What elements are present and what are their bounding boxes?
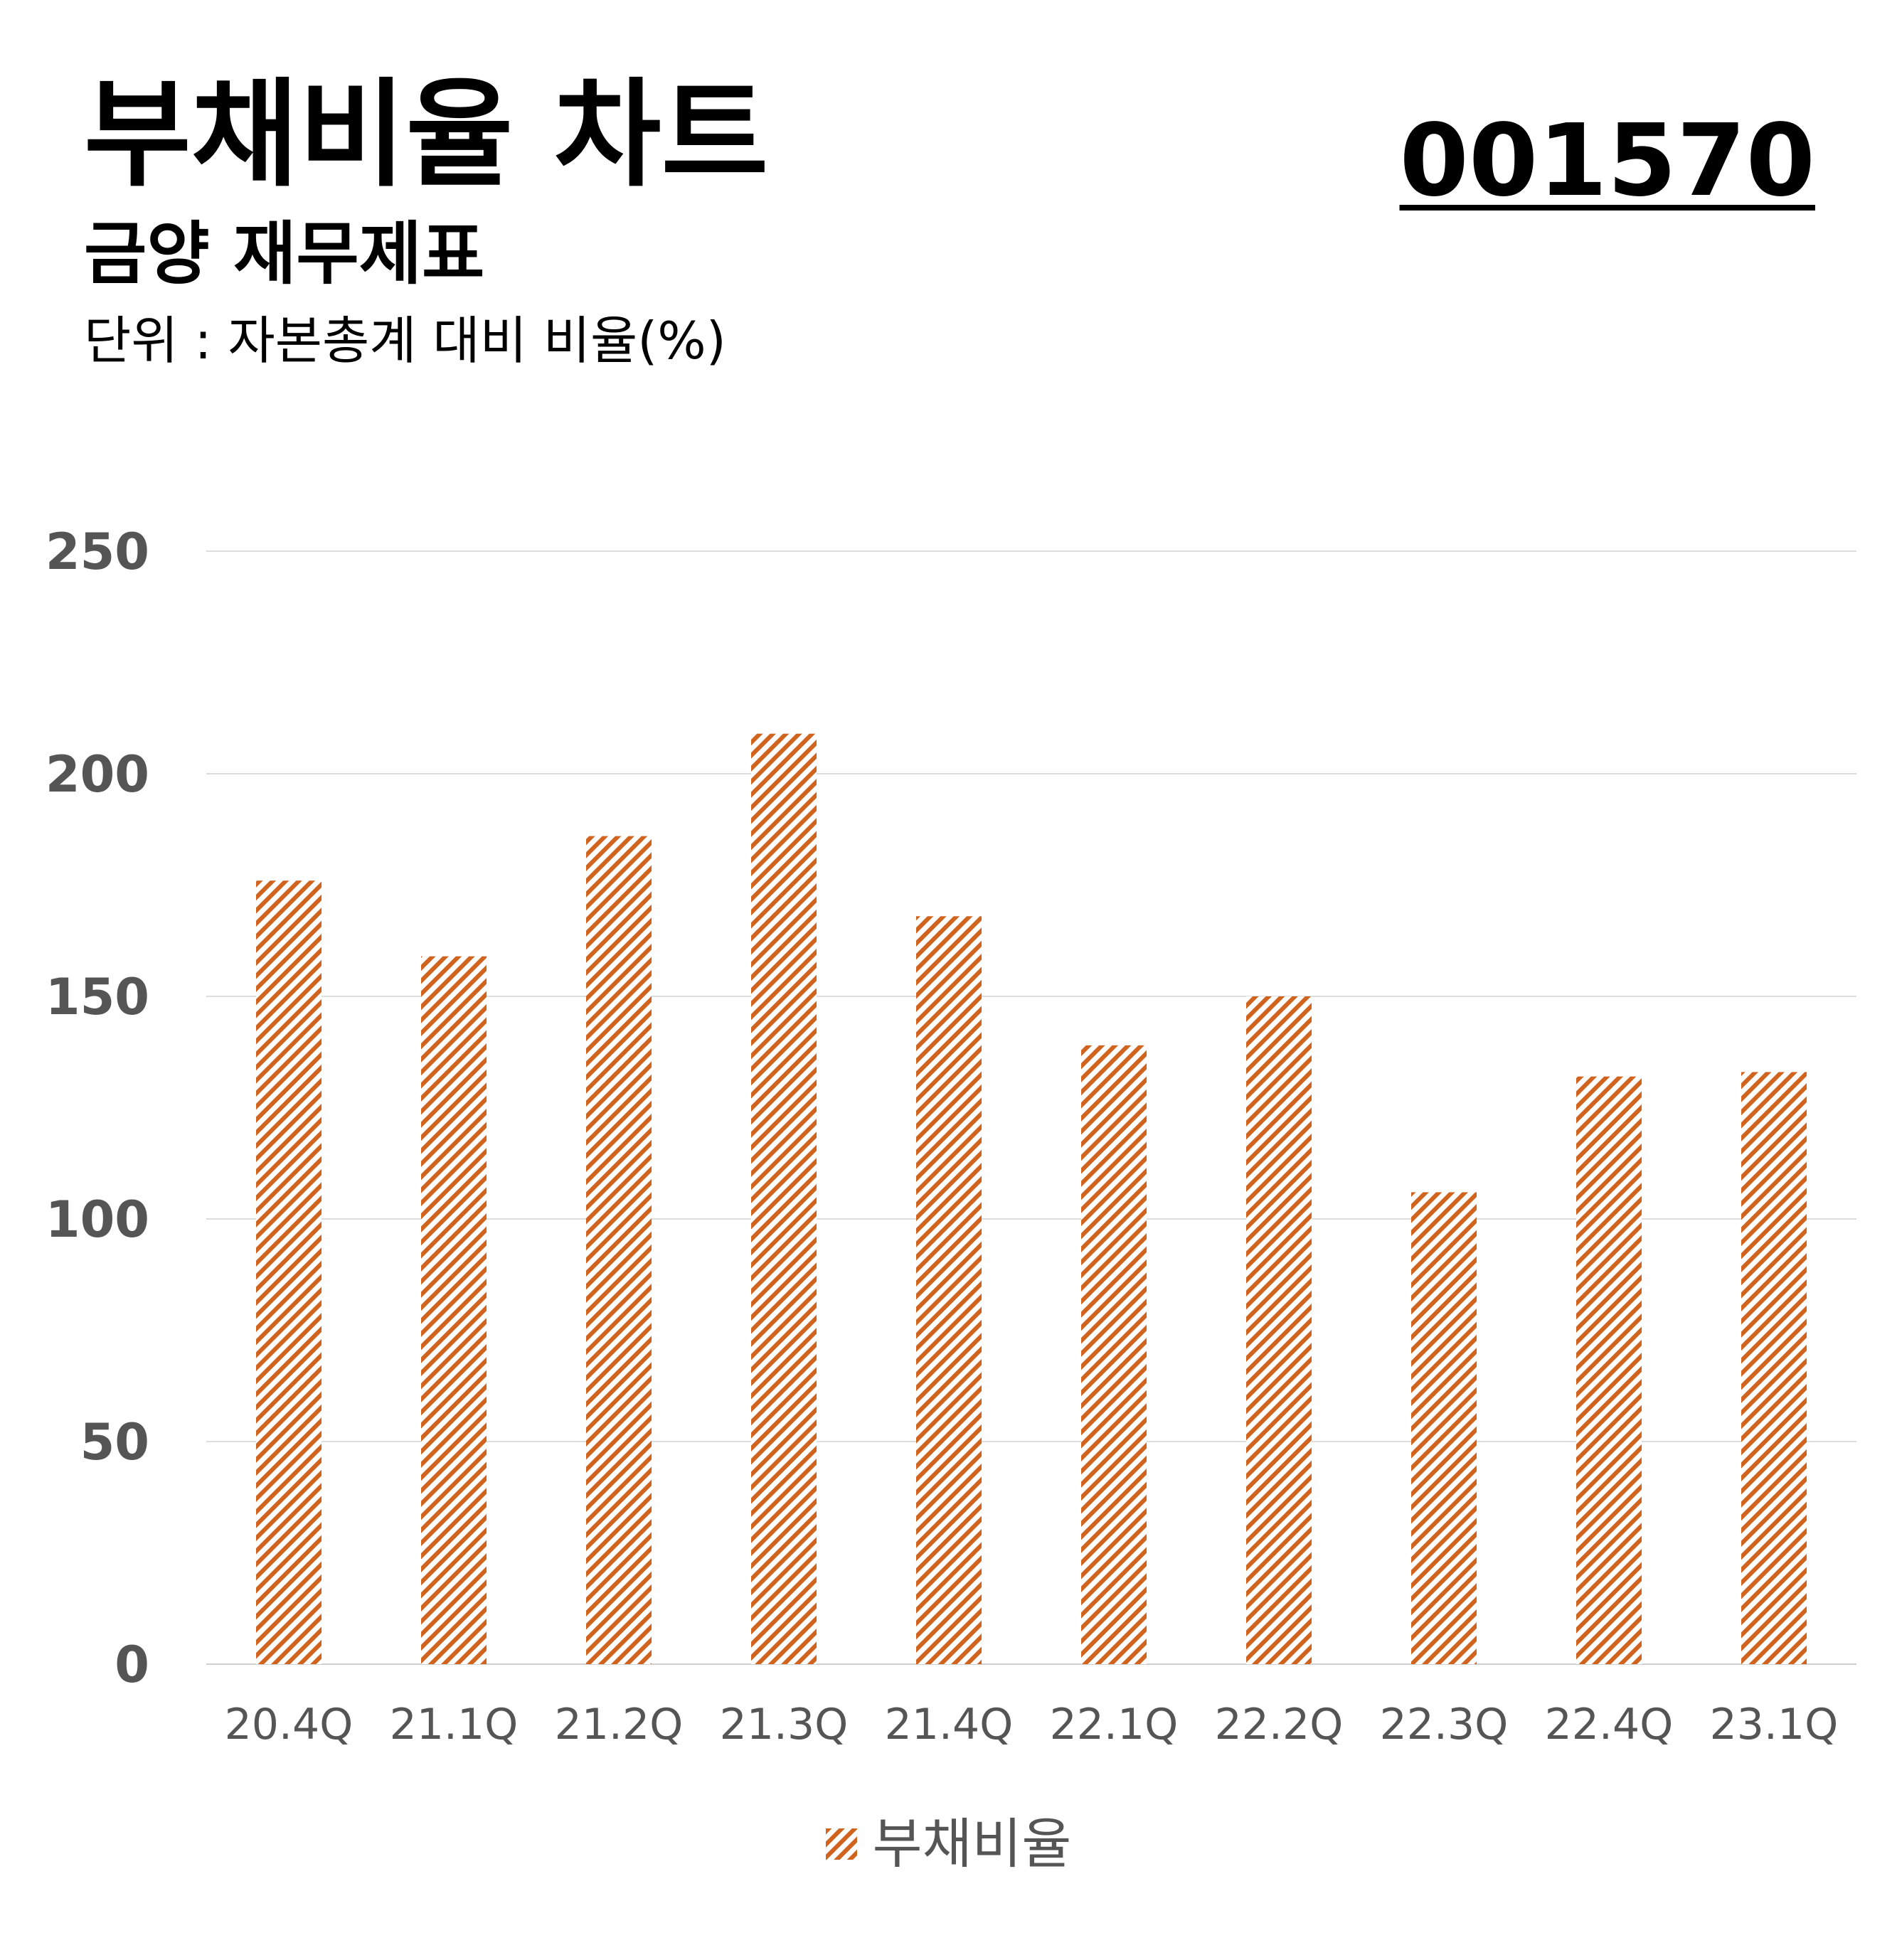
bar-22.4Q <box>1576 1076 1642 1664</box>
x-tick-label: 23.1Q <box>1710 1700 1839 1749</box>
unit-label: 단위 : 자본총계 대비 비율(%) <box>84 311 726 371</box>
page-title: 부채비율 차트 <box>84 67 769 203</box>
y-tick-label: 150 <box>46 968 149 1026</box>
y-tick-label: 200 <box>46 745 149 804</box>
bar-21.4Q <box>916 916 982 1664</box>
x-tick-label: 21.4Q <box>885 1700 1014 1749</box>
x-tick-label: 22.1Q <box>1050 1700 1179 1749</box>
x-tick-label: 20.4Q <box>225 1700 354 1749</box>
y-tick-label: 50 <box>80 1413 149 1471</box>
bar-21.1Q <box>421 956 487 1664</box>
bar-chart: 0 50 100 150 200 250 20.4Q 21.1Q 21.2Q 21.3Q 21.4… <box>46 523 1856 1749</box>
bar-21.2Q <box>586 836 652 1664</box>
bar-23.1Q <box>1741 1072 1807 1664</box>
y-tick-label: 0 <box>115 1636 149 1694</box>
bars <box>256 733 1807 1664</box>
x-tick-label: 21.1Q <box>390 1700 519 1749</box>
bar-22.3Q <box>1411 1192 1477 1664</box>
y-tick-label: 250 <box>46 523 149 581</box>
legend: 부채비율 <box>0 1817 1897 1871</box>
legend-swatch <box>825 1828 857 1860</box>
x-tick-label: 21.2Q <box>555 1700 684 1749</box>
page-subtitle: 금양 재무제표 <box>84 214 485 294</box>
bar-20.4Q <box>256 880 322 1664</box>
bar-22.1Q <box>1081 1045 1147 1664</box>
x-axis-ticks: 20.4Q 21.1Q 21.2Q 21.3Q 21.4Q 22.1Q 22.2Q 22.3Q… <box>225 1700 1839 1749</box>
bar-21.3Q <box>751 733 817 1664</box>
x-tick-label: 22.4Q <box>1545 1700 1674 1749</box>
y-axis-ticks: 0 50 100 150 200 250 <box>46 523 149 1694</box>
bar-22.2Q <box>1246 996 1312 1664</box>
x-tick-label: 22.3Q <box>1380 1700 1509 1749</box>
x-tick-label: 21.3Q <box>720 1700 849 1749</box>
legend-label: 부채비율 <box>872 1812 1072 1875</box>
x-tick-label: 22.2Q <box>1215 1700 1344 1749</box>
stock-code: 001570 <box>1399 103 1815 219</box>
y-tick-label: 100 <box>46 1191 149 1249</box>
